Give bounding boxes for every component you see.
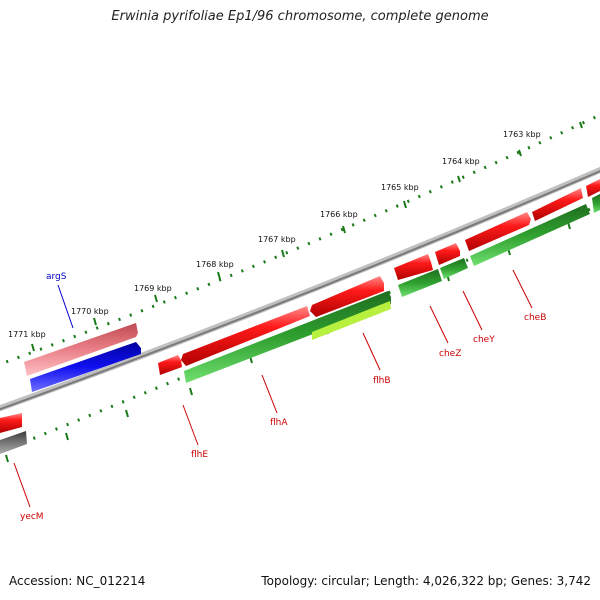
outer-major-ticks — [31, 121, 583, 352]
scale-label: 1771 kbp — [8, 330, 46, 339]
gene-argS-feature — [24, 323, 138, 376]
gene-label-cheB: cheB — [524, 313, 546, 323]
gene-flhE-cds — [158, 355, 182, 375]
gene-cheB-forward — [465, 212, 531, 251]
scale-label: 1766 kbp — [320, 210, 358, 219]
gene-labels: argS yecM flhE flhA flhB cheZ cheY cheB — [20, 272, 546, 522]
gene-flhB-cds — [310, 276, 384, 317]
map-title: Erwinia pyrifoliae Ep1/96 chromosome, co… — [111, 9, 489, 24]
chromosome-backbone — [0, 166, 600, 412]
gene-edge-forward — [586, 179, 600, 197]
forward-cds-track — [0, 179, 600, 433]
gene-cheB-reverse — [470, 204, 590, 266]
gene-cheY-forward — [435, 243, 460, 265]
gene-edge-reverse — [592, 194, 600, 213]
gene-label-cheZ: cheZ — [439, 349, 461, 359]
gene-label-flhA: flhA — [270, 418, 288, 428]
gene-cheR-forward — [532, 188, 583, 221]
scale-labels: 1763 kbp 1764 kbp 1765 kbp 1766 kbp 1767… — [8, 130, 541, 339]
scale-label: 1768 kbp — [196, 260, 234, 269]
accession-text: Accession: NC_012214 — [9, 574, 146, 588]
scale-label: 1767 kbp — [258, 235, 296, 244]
gene-label-flhE: flhE — [191, 450, 208, 460]
gene-flhA-reverse — [184, 291, 391, 383]
gene-flhA-cds — [181, 306, 310, 366]
genome-summary-text: Topology: circular; Length: 4,026,322 bp… — [261, 574, 591, 588]
gene-yecM-forward — [0, 413, 22, 433]
gene-label-yecM: yecM — [20, 512, 44, 522]
scale-label: 1769 kbp — [134, 284, 172, 293]
reverse-cds-track — [0, 194, 600, 454]
scale-label: 1764 kbp — [442, 157, 480, 166]
gene-cheZ-reverse — [398, 269, 442, 297]
gene-blue-feature — [30, 342, 141, 392]
backbone-shade — [0, 170, 600, 411]
gene-flhB-reverse — [312, 301, 391, 340]
scale-label: 1765 kbp — [381, 183, 419, 192]
gene-label-cheY: cheY — [473, 335, 495, 345]
gene-cheZ-forward — [394, 254, 433, 280]
gene-cheY-reverse — [440, 258, 468, 279]
outer-tick-track — [0, 113, 600, 366]
gene-yecM-reverse — [0, 431, 27, 454]
gene-leaders — [13, 269, 533, 508]
scale-label: 1763 kbp — [503, 130, 541, 139]
gene-label-argS: argS — [46, 272, 67, 282]
gene-label-flhB: flhB — [373, 376, 391, 386]
scale-label: 1770 kbp — [71, 307, 109, 316]
